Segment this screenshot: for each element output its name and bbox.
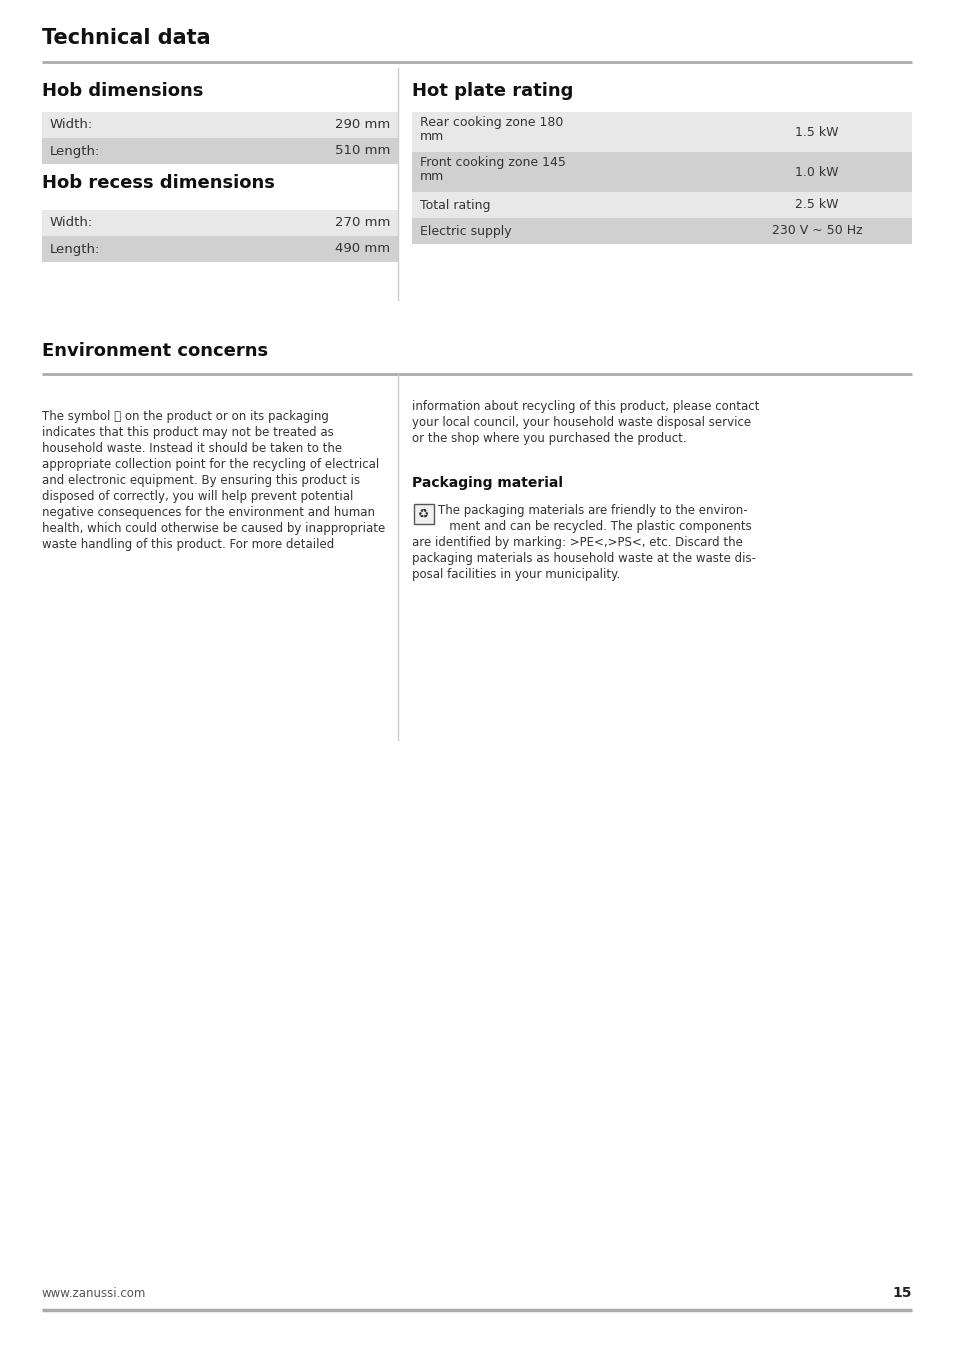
Text: Hob recess dimensions: Hob recess dimensions [42,174,274,192]
Text: household waste. Instead it should be taken to the: household waste. Instead it should be ta… [42,442,342,456]
Text: www.zanussi.com: www.zanussi.com [42,1287,146,1301]
Text: Technical data: Technical data [42,28,211,49]
Text: waste handling of this product. For more detailed: waste handling of this product. For more… [42,538,334,552]
Text: your local council, your household waste disposal service: your local council, your household waste… [412,416,750,429]
Text: The packaging materials are friendly to the environ-: The packaging materials are friendly to … [437,504,747,516]
Bar [414,504,434,525]
Text: Hob dimensions: Hob dimensions [42,82,203,100]
Bar [42,210,397,237]
Text: Length:: Length: [50,145,100,157]
Text: 490 mm: 490 mm [335,242,390,256]
Text: Front cooking zone 145: Front cooking zone 145 [419,155,565,169]
Text: The symbol ⛔ on the product or on its packaging: The symbol ⛔ on the product or on its pa… [42,410,329,423]
Text: 15: 15 [892,1286,911,1301]
Text: disposed of correctly, you will help prevent potential: disposed of correctly, you will help pre… [42,489,353,503]
Bar [412,218,911,243]
Text: and electronic equipment. By ensuring this product is: and electronic equipment. By ensuring th… [42,475,359,487]
Text: Rear cooking zone 180: Rear cooking zone 180 [419,116,563,128]
Text: Width:: Width: [50,216,93,230]
Text: Hot plate rating: Hot plate rating [412,82,573,100]
Text: information about recycling of this product, please contact: information about recycling of this prod… [412,400,759,412]
Text: ment and can be recycled. The plastic components: ment and can be recycled. The plastic co… [437,521,751,533]
Text: ♻: ♻ [418,507,429,521]
Text: negative consequences for the environment and human: negative consequences for the environmen… [42,506,375,519]
Text: posal facilities in your municipality.: posal facilities in your municipality. [412,568,619,581]
Bar [42,237,397,262]
Text: 1.5 kW: 1.5 kW [795,126,838,138]
Text: or the shop where you purchased the product.: or the shop where you purchased the prod… [412,433,686,445]
Text: are identified by marking: >PE<,>PS<, etc. Discard the: are identified by marking: >PE<,>PS<, et… [412,535,742,549]
Bar [42,112,397,138]
Text: Electric supply: Electric supply [419,224,511,238]
Text: Packaging material: Packaging material [412,476,562,489]
Text: Length:: Length: [50,242,100,256]
Text: Total rating: Total rating [419,199,490,211]
Text: 1.0 kW: 1.0 kW [795,165,838,178]
Bar [412,192,911,218]
Text: 230 V ~ 50 Hz: 230 V ~ 50 Hz [771,224,862,238]
Text: appropriate collection point for the recycling of electrical: appropriate collection point for the rec… [42,458,379,470]
Bar [412,112,911,151]
Text: indicates that this product may not be treated as: indicates that this product may not be t… [42,426,334,439]
Text: 270 mm: 270 mm [335,216,390,230]
Text: mm: mm [419,130,444,143]
Text: mm: mm [419,170,444,183]
Bar [42,138,397,164]
Text: Environment concerns: Environment concerns [42,342,268,360]
Text: health, which could otherwise be caused by inappropriate: health, which could otherwise be caused … [42,522,385,535]
Text: packaging materials as household waste at the waste dis-: packaging materials as household waste a… [412,552,755,565]
Text: 2.5 kW: 2.5 kW [795,199,838,211]
Bar [412,151,911,192]
Text: Width:: Width: [50,119,93,131]
Text: 290 mm: 290 mm [335,119,390,131]
Text: 510 mm: 510 mm [335,145,390,157]
